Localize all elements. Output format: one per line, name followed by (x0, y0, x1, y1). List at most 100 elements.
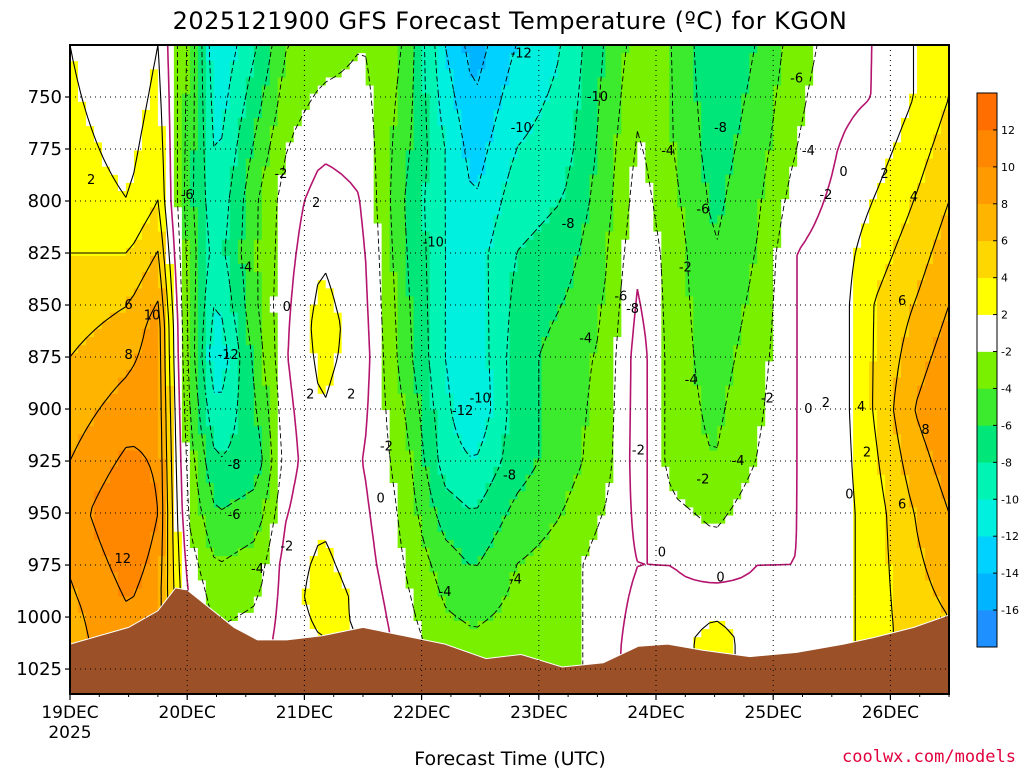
field-cell (317, 361, 327, 371)
field-cell (701, 118, 710, 127)
field-cell (189, 369, 199, 379)
field-cell (189, 304, 199, 314)
field-cell (389, 134, 399, 143)
field-cell (205, 191, 215, 200)
field-cell (877, 53, 886, 62)
field-cell (533, 158, 543, 168)
field-cell (237, 247, 247, 257)
field-cell (253, 304, 263, 314)
field-cell (781, 118, 790, 127)
field-cell (869, 69, 878, 79)
field-cell (181, 296, 191, 306)
field-cell (685, 174, 694, 184)
field-cell (165, 312, 175, 322)
field-cell (693, 361, 702, 371)
field-cell (589, 272, 598, 281)
field-cell (517, 53, 527, 62)
field-cell (725, 247, 734, 257)
field-cell (893, 207, 902, 216)
field-cell (661, 264, 670, 273)
field-cell (765, 118, 774, 127)
field-cell (445, 385, 455, 395)
field-cell (397, 150, 407, 160)
field-cell (693, 312, 702, 322)
field-cell (725, 320, 734, 330)
field-cell (941, 345, 949, 354)
field-cell (205, 296, 215, 306)
field-cell (861, 393, 870, 403)
field-cell (485, 369, 495, 379)
field-cell (197, 158, 207, 168)
field-cell (501, 93, 511, 103)
field-cell (677, 93, 686, 103)
field-cell (549, 312, 559, 322)
field-cell (381, 150, 391, 160)
field-cell (197, 337, 207, 346)
field-cell (813, 150, 822, 160)
field-cell (93, 126, 103, 135)
field-cell (277, 215, 287, 225)
field-cell (149, 288, 159, 298)
field-cell (85, 93, 95, 103)
field-cell (437, 191, 447, 200)
field-cell (765, 304, 774, 314)
field-cell (125, 369, 135, 379)
field-cell (285, 118, 295, 127)
field-cell (365, 280, 375, 289)
field-cell (317, 401, 327, 411)
field-cell (517, 280, 527, 289)
field-cell (853, 85, 862, 95)
field-cell (837, 401, 846, 411)
field-cell (421, 377, 431, 387)
field-cell (373, 142, 383, 152)
field-cell (485, 288, 495, 298)
field-cell (821, 361, 830, 371)
field-cell (565, 109, 575, 119)
field-cell (157, 280, 167, 289)
field-cell (869, 223, 878, 233)
field-cell (189, 142, 199, 152)
field-cell (413, 393, 423, 403)
field-cell (429, 85, 439, 95)
field-cell (805, 45, 814, 54)
field-cell (477, 272, 487, 281)
field-cell (885, 158, 894, 168)
field-cell (573, 385, 583, 395)
field-cell (125, 85, 135, 95)
field-cell (85, 410, 95, 419)
field-cell (357, 85, 367, 95)
field-cell (533, 272, 543, 281)
field-cell (133, 199, 143, 208)
field-cell (229, 101, 239, 111)
field-cell (597, 239, 606, 249)
field-cell (237, 410, 247, 419)
field-cell (261, 345, 271, 354)
field-cell (541, 272, 551, 281)
field-cell (501, 118, 511, 127)
field-cell (549, 328, 559, 338)
field-cell (501, 223, 511, 233)
field-cell (805, 182, 814, 192)
field-cell (533, 45, 543, 54)
field-cell (429, 182, 439, 192)
field-cell (709, 385, 718, 395)
field-cell (381, 223, 391, 233)
field-cell (469, 215, 479, 225)
field-cell (517, 182, 527, 192)
field-cell (405, 109, 415, 119)
field-cell (941, 142, 949, 152)
field-cell (421, 345, 431, 354)
field-cell (109, 264, 119, 273)
field-cell (597, 401, 606, 411)
field-cell (397, 174, 407, 184)
field-cell (333, 69, 343, 79)
field-cell (885, 337, 894, 346)
field-cell (109, 369, 119, 379)
field-cell (781, 255, 790, 265)
field-cell (837, 377, 846, 387)
field-cell (661, 401, 670, 411)
field-cell (397, 134, 407, 143)
field-cell (70, 272, 79, 281)
field-cell (909, 215, 918, 225)
field-cell (565, 118, 575, 127)
